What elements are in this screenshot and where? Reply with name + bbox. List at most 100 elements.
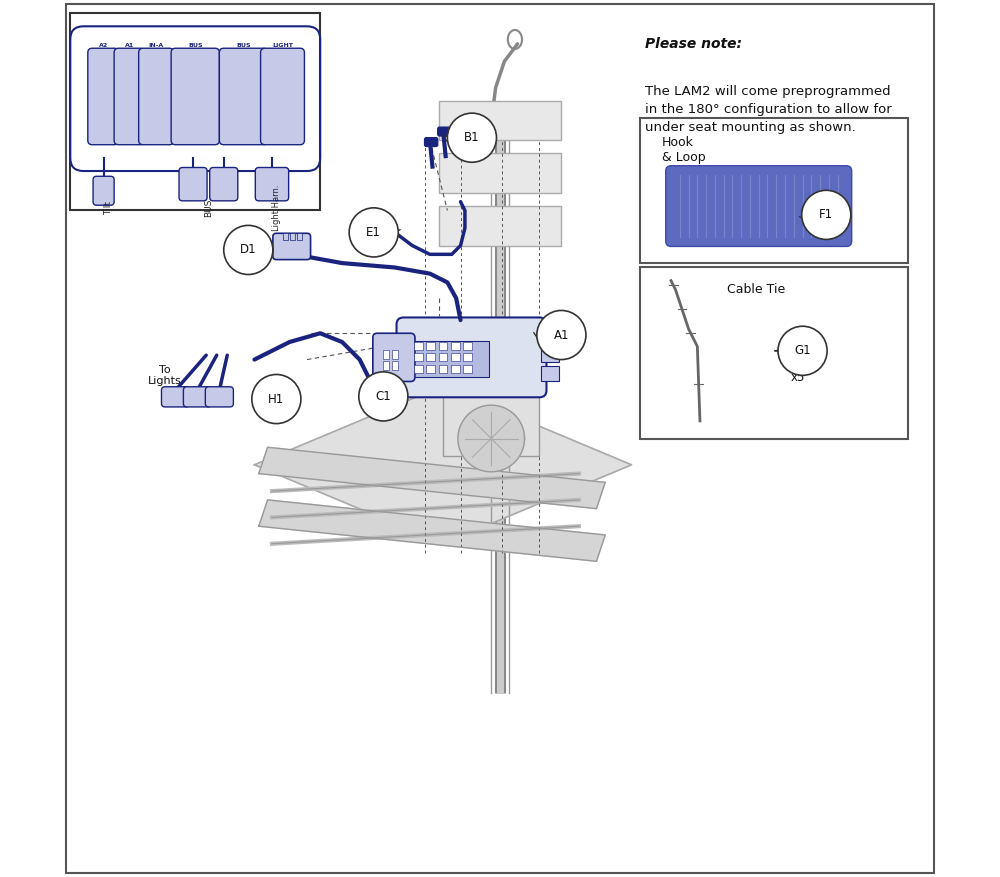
Bar: [143, 58, 149, 67]
Bar: [640, 118, 908, 263]
Bar: [439, 365, 447, 373]
Text: Hook
& Loop: Hook & Loop: [662, 136, 706, 164]
Bar: [293, 124, 299, 132]
Polygon shape: [259, 447, 605, 509]
Circle shape: [778, 326, 827, 375]
FancyBboxPatch shape: [397, 317, 546, 397]
Bar: [198, 168, 202, 175]
FancyBboxPatch shape: [114, 48, 145, 145]
FancyBboxPatch shape: [425, 138, 438, 146]
Bar: [192, 58, 198, 67]
Bar: [439, 101, 561, 140]
FancyBboxPatch shape: [219, 48, 268, 145]
Bar: [107, 124, 113, 132]
Text: Cable Tie: Cable Tie: [727, 283, 786, 296]
Bar: [265, 124, 271, 132]
Text: F1: F1: [819, 209, 833, 221]
Circle shape: [802, 190, 851, 239]
Bar: [70, 13, 320, 210]
Bar: [119, 124, 125, 132]
Text: LIGHT: LIGHT: [272, 43, 293, 48]
FancyBboxPatch shape: [183, 387, 211, 407]
Bar: [208, 124, 214, 132]
Bar: [162, 124, 168, 132]
Bar: [92, 124, 98, 132]
Text: x5: x5: [791, 371, 805, 383]
Bar: [383, 361, 389, 370]
Bar: [240, 124, 246, 132]
Circle shape: [447, 113, 496, 162]
Bar: [256, 124, 262, 132]
Bar: [290, 233, 295, 240]
Text: D1: D1: [240, 244, 257, 256]
Text: BUS: BUS: [236, 43, 251, 48]
Bar: [224, 124, 230, 132]
Bar: [107, 58, 113, 67]
Text: Tilt: Tilt: [104, 201, 113, 215]
Bar: [297, 233, 302, 240]
Circle shape: [252, 374, 301, 424]
FancyBboxPatch shape: [161, 387, 190, 407]
Bar: [392, 361, 398, 370]
FancyBboxPatch shape: [179, 168, 207, 201]
Text: IN-A: IN-A: [149, 43, 164, 48]
FancyBboxPatch shape: [438, 127, 451, 136]
Bar: [439, 342, 447, 350]
Bar: [193, 168, 197, 175]
Bar: [439, 206, 561, 246]
FancyBboxPatch shape: [373, 333, 415, 381]
Text: A1: A1: [554, 329, 569, 341]
Bar: [256, 58, 262, 67]
Bar: [392, 350, 398, 359]
FancyBboxPatch shape: [205, 387, 233, 407]
Bar: [451, 365, 460, 373]
Text: A1: A1: [125, 43, 134, 48]
FancyBboxPatch shape: [261, 48, 304, 145]
Bar: [279, 58, 285, 67]
Text: To
Lights: To Lights: [148, 365, 182, 387]
Bar: [640, 267, 908, 438]
FancyBboxPatch shape: [255, 168, 289, 201]
Bar: [414, 353, 423, 361]
Text: C1: C1: [375, 390, 391, 403]
Circle shape: [359, 372, 408, 421]
Text: E1: E1: [366, 226, 381, 239]
FancyBboxPatch shape: [666, 166, 852, 246]
Bar: [272, 168, 275, 175]
Text: BUS: BUS: [204, 199, 213, 217]
Bar: [92, 58, 98, 67]
Bar: [283, 233, 288, 240]
Bar: [119, 58, 125, 67]
Bar: [218, 168, 222, 175]
Bar: [383, 350, 389, 359]
Bar: [176, 58, 182, 67]
Text: Light Harn.: Light Harn.: [272, 184, 281, 232]
Bar: [451, 353, 460, 361]
Bar: [279, 124, 285, 132]
Polygon shape: [254, 386, 632, 544]
Bar: [293, 58, 299, 67]
Text: Please note:: Please note:: [645, 37, 742, 51]
FancyBboxPatch shape: [88, 48, 119, 145]
Bar: [541, 346, 559, 362]
Bar: [463, 365, 472, 373]
Bar: [162, 58, 168, 67]
Bar: [426, 353, 435, 361]
Bar: [224, 58, 230, 67]
Polygon shape: [458, 405, 525, 472]
Bar: [143, 124, 149, 132]
FancyBboxPatch shape: [93, 176, 114, 205]
Bar: [240, 58, 246, 67]
Bar: [426, 365, 435, 373]
Bar: [439, 153, 561, 193]
Bar: [541, 366, 559, 381]
Bar: [408, 341, 489, 377]
Bar: [451, 342, 460, 350]
Bar: [265, 58, 271, 67]
Bar: [208, 58, 214, 67]
Bar: [133, 58, 140, 67]
FancyBboxPatch shape: [171, 48, 219, 145]
Text: G1: G1: [794, 345, 811, 357]
Bar: [224, 168, 227, 175]
Bar: [463, 353, 472, 361]
